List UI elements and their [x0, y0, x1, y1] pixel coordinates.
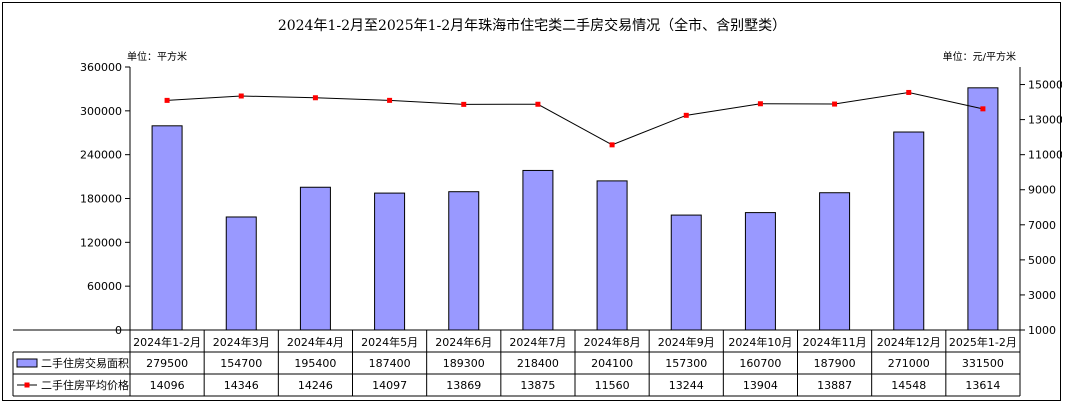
category-label: 2025年1-2月 [949, 335, 1017, 349]
bar-2 [225, 216, 257, 331]
area-value: 195400 [294, 357, 336, 370]
legend-bar-swatch [16, 358, 38, 368]
right-tick-label: 15000 [1028, 79, 1062, 92]
right-tick-label: 7000 [1028, 219, 1056, 232]
right-tick-label: 9000 [1028, 184, 1056, 197]
price-point-1 [164, 97, 170, 103]
price-value: 13887 [817, 379, 852, 392]
price-point-7 [609, 142, 615, 148]
price-value: 14246 [298, 379, 333, 392]
category-label: 2024年7月 [509, 335, 566, 349]
right-axis-unit: 单位：元/平方米 [943, 50, 1016, 63]
right-tick-label: 1000 [1028, 324, 1056, 337]
right-tick-label: 3000 [1028, 289, 1056, 302]
category-label: 2024年9月 [658, 335, 715, 349]
price-point-11 [906, 89, 912, 95]
price-point-10 [832, 101, 838, 107]
price-point-12 [980, 106, 986, 112]
area-value: 331500 [962, 357, 1004, 370]
price-point-4 [387, 97, 393, 103]
left-axis-unit: 单位：平方米 [127, 50, 187, 63]
category-label: 2024年6月 [435, 335, 492, 349]
price-value: 13875 [520, 379, 555, 392]
area-value: 160700 [739, 357, 781, 370]
price-line [167, 91, 984, 146]
price-point-8 [683, 112, 689, 118]
area-value: 157300 [665, 357, 707, 370]
bar-4 [374, 192, 406, 331]
category-label: 2024年3月 [213, 335, 270, 349]
category-label: 2024年8月 [584, 335, 641, 349]
legend-line-label: 二手住房平均价格 [41, 378, 129, 392]
price-value: 13904 [743, 379, 778, 392]
legend-line-marker [24, 382, 30, 388]
bar-12 [967, 87, 999, 331]
left-tick-label: 60000 [87, 280, 122, 293]
price-value: 14548 [891, 379, 926, 392]
category-label: 2024年12月 [877, 335, 941, 349]
price-value: 13869 [446, 379, 481, 392]
category-label: 2024年5月 [361, 335, 418, 349]
category-label: 2024年1-2月 [133, 335, 201, 349]
category-label: 2024年4月 [287, 335, 344, 349]
bar-7 [596, 180, 628, 331]
right-tick-label: 5000 [1028, 254, 1056, 267]
price-value: 13614 [965, 379, 1000, 392]
left-tick-label: 240000 [80, 149, 122, 162]
area-value: 189300 [443, 357, 485, 370]
area-value: 187900 [814, 357, 856, 370]
bar-11 [893, 131, 925, 331]
area-value: 187400 [369, 357, 411, 370]
bar-9 [744, 212, 776, 331]
price-point-6 [535, 101, 541, 107]
price-value: 14096 [150, 379, 185, 392]
price-point-3 [312, 95, 318, 101]
area-value: 154700 [220, 357, 262, 370]
bar-1 [151, 125, 183, 331]
bar-8 [670, 214, 702, 331]
area-value: 218400 [517, 357, 559, 370]
right-tick-label: 11000 [1028, 149, 1062, 162]
price-value: 14097 [372, 379, 407, 392]
price-value: 13244 [669, 379, 704, 392]
bar-3 [299, 186, 331, 331]
category-label: 2024年11月 [803, 335, 867, 349]
bar-6 [522, 169, 554, 331]
price-value: 14346 [224, 379, 259, 392]
left-tick-label: 120000 [80, 236, 122, 249]
bar-5 [448, 191, 480, 331]
bar-10 [819, 192, 851, 331]
price-point-2 [238, 93, 244, 99]
left-tick-label: 360000 [80, 61, 122, 74]
chart-title: 2024年1-2月至2025年1-2月年珠海市住宅类二手房交易情况（全市、含别墅… [278, 17, 786, 34]
legend-bar-label: 二手住房交易面积 [41, 356, 129, 370]
price-point-5 [461, 101, 467, 107]
area-value: 279500 [146, 357, 188, 370]
left-tick-label: 300000 [80, 105, 122, 118]
chart-svg: 2024年1-2月至2025年1-2月年珠海市住宅类二手房交易情况（全市、含别墅… [12, 17, 1062, 397]
price-point-9 [757, 101, 763, 107]
left-tick-label: 180000 [80, 193, 122, 206]
right-tick-label: 13000 [1028, 114, 1062, 127]
chart-graphics: 0600001200001800002400003000003600001000… [12, 61, 1062, 397]
area-value: 271000 [888, 357, 930, 370]
price-value: 11560 [595, 379, 630, 392]
area-value: 204100 [591, 357, 633, 370]
category-label: 2024年10月 [728, 335, 792, 349]
